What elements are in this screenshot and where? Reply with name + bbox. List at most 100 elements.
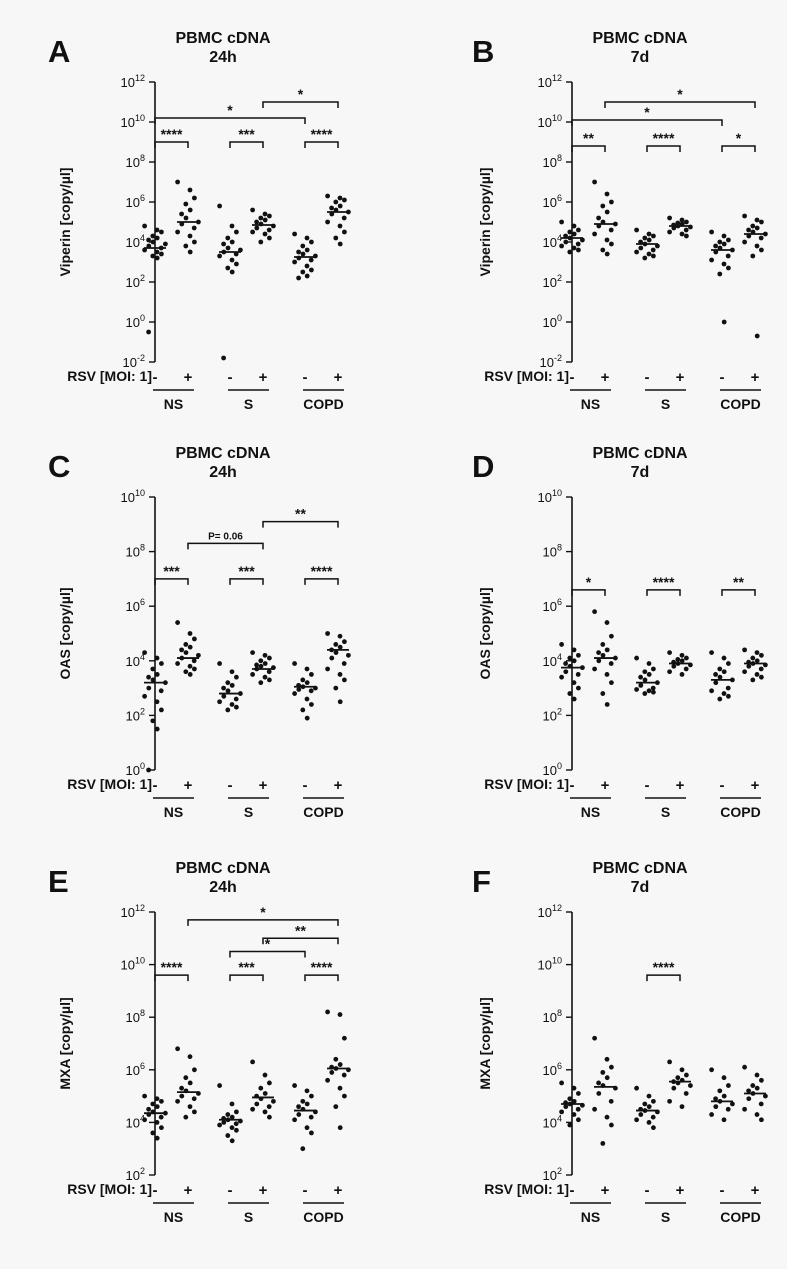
data-point <box>262 1109 268 1115</box>
data-point <box>559 642 564 647</box>
y-tick-label: 104 <box>543 233 562 250</box>
data-point <box>667 669 672 675</box>
data-point <box>559 219 564 225</box>
condition-label: + <box>334 369 343 386</box>
data-point <box>571 680 577 686</box>
data-point <box>730 1101 735 1107</box>
data-point <box>721 669 727 675</box>
y-tick-exponent: 2 <box>557 273 562 283</box>
series-s-ctrl <box>634 655 660 696</box>
data-point <box>342 197 347 203</box>
y-tick-base: 10 <box>126 155 140 170</box>
data-point <box>346 652 351 658</box>
significance-bracket: ** <box>262 922 339 945</box>
y-tick-exponent: 4 <box>557 652 562 662</box>
y-tick-exponent: 10 <box>552 488 562 498</box>
significance-label: ** <box>733 574 744 590</box>
data-point <box>604 209 610 215</box>
data-point <box>571 1085 577 1091</box>
significance-bracket: ** <box>721 574 756 596</box>
panel-subtitle: 7d <box>631 879 650 896</box>
data-point <box>267 655 272 661</box>
bracket-line <box>154 141 189 148</box>
y-tick-label: 104 <box>126 1113 145 1130</box>
data-point <box>292 661 297 666</box>
y-tick-exponent: 4 <box>140 652 145 662</box>
data-point <box>608 661 614 666</box>
y-tick-base: 10 <box>121 490 135 505</box>
data-point <box>150 1130 156 1136</box>
data-point <box>742 647 747 653</box>
data-point <box>221 241 227 247</box>
significance-bracket: **** <box>304 126 339 148</box>
significance-bracket: ** <box>262 506 339 528</box>
y-tick-exponent: 6 <box>557 1061 562 1071</box>
data-point <box>567 1122 573 1128</box>
y-axis-label: OAS [copy/µl] <box>57 587 73 679</box>
data-point <box>596 1080 601 1086</box>
data-point <box>683 227 689 233</box>
y-tick-base: 10 <box>126 599 140 614</box>
y-tick-exponent: 2 <box>140 273 145 283</box>
data-point <box>304 715 310 721</box>
data-point <box>250 207 256 213</box>
significance-bracket: *** <box>154 563 189 585</box>
data-point <box>600 1070 606 1075</box>
panel-letter: C <box>48 449 70 484</box>
data-point <box>576 1091 581 1096</box>
y-tick-base: 10 <box>126 1115 140 1130</box>
y-tick-base: 10 <box>538 75 552 90</box>
panel-letter: D <box>472 449 494 484</box>
data-point <box>726 693 731 699</box>
data-point <box>183 201 189 207</box>
data-point <box>187 644 193 650</box>
y-tick-base: 10 <box>543 315 557 330</box>
y-tick-label: 102 <box>126 706 145 723</box>
data-point <box>759 674 764 680</box>
data-point <box>742 239 747 245</box>
data-point <box>304 1125 310 1131</box>
data-point <box>754 658 760 664</box>
y-tick-base: 10 <box>543 1115 557 1130</box>
data-point <box>337 1085 343 1091</box>
significance-label: * <box>298 86 304 102</box>
y-tick-base: 10 <box>538 490 552 505</box>
data-point <box>759 652 764 658</box>
data-point <box>229 1125 235 1131</box>
data-point <box>754 672 760 677</box>
data-point <box>229 702 235 707</box>
data-point <box>709 1067 714 1073</box>
group-label: NS <box>164 804 183 820</box>
y-tick-exponent: -2 <box>137 353 145 363</box>
series-ns-rsv <box>175 620 201 677</box>
data-point <box>559 243 564 249</box>
data-point <box>187 187 193 193</box>
data-point <box>267 1080 272 1086</box>
data-point <box>604 1056 610 1062</box>
panel-letter: F <box>472 864 491 899</box>
condition-label: + <box>259 369 268 386</box>
data-point <box>646 1120 652 1125</box>
data-point <box>179 1085 185 1091</box>
y-tick-exponent: 10 <box>135 488 145 498</box>
data-point <box>217 253 223 259</box>
data-point <box>304 696 310 702</box>
y-tick-label: 104 <box>543 1113 562 1130</box>
significance-bracket: * <box>721 130 756 152</box>
data-point <box>225 235 231 241</box>
data-point <box>146 767 152 773</box>
data-point <box>609 241 614 247</box>
data-point <box>187 1104 193 1110</box>
data-point <box>146 685 152 691</box>
series-ns-ctrl <box>142 1093 168 1141</box>
data-point <box>300 251 306 257</box>
y-tick-exponent: 0 <box>557 761 562 771</box>
y-tick-base: 10 <box>126 545 140 560</box>
y-tick-base: 10 <box>538 905 552 920</box>
data-point <box>266 1104 272 1110</box>
treatment-label: RSV [MOI: 1] <box>484 1181 569 1197</box>
y-tick-label: 1012 <box>538 903 562 920</box>
bracket-line <box>262 937 339 945</box>
data-point <box>159 251 164 257</box>
data-point <box>667 650 672 656</box>
